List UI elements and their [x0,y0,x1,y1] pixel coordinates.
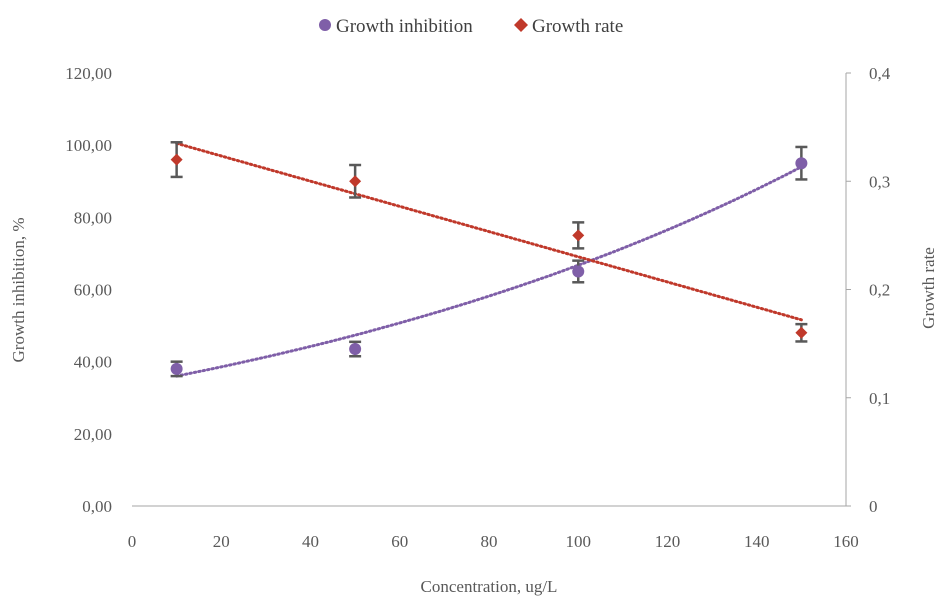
x-tick-label: 0 [128,532,137,551]
y-right-tick-label: 0,4 [869,64,891,83]
axes [132,72,851,507]
point-growth-rate [795,326,808,339]
point-growth-inhibition [349,343,362,356]
x-tick-label: 60 [391,532,408,551]
y-left-tick-label: 80,00 [74,208,112,227]
y-left-tick-label: 20,00 [74,425,112,444]
y-right-tick-label: 0,1 [869,389,890,408]
y-right-tick-label: 0 [869,497,878,516]
trendline-growth-inhibition [175,165,803,378]
y-axis-right-title: Growth rate [919,247,938,329]
data-markers [170,153,808,375]
x-tick-label: 20 [213,532,230,551]
point-growth-rate [572,229,585,242]
y-right-tick-label: 0,2 [869,281,890,300]
x-tick-label: 80 [481,532,498,551]
legend: Growth inhibition Growth rate [319,16,623,37]
legend-label-growth-inhibition: Growth inhibition [336,16,473,37]
x-axis-title: Concentration, ug/L [421,577,558,596]
x-tick-label: 100 [566,532,592,551]
error-bars [170,141,808,378]
y-axis-left-title: Growth inhibition, % [9,218,28,363]
x-tick-label: 120 [655,532,681,551]
x-tick-label: 160 [833,532,859,551]
point-growth-rate [349,175,362,188]
point-growth-inhibition [170,362,183,375]
legend-label-growth-rate: Growth rate [532,16,623,37]
trendlines [175,141,803,378]
point-growth-inhibition [795,157,808,170]
point-growth-inhibition [572,265,585,278]
y-left-tick-label: 40,00 [74,353,112,372]
y-left-tick-label: 120,00 [65,64,112,83]
point-growth-rate [170,153,183,166]
legend-marker-growth-inhibition [319,19,331,31]
x-tick-label: 140 [744,532,770,551]
trendline-growth-rate [175,141,803,322]
legend-marker-growth-rate [514,18,528,32]
y-left-tick-label: 0,00 [82,497,112,516]
x-tick-label: 40 [302,532,319,551]
tick-labels: 0 20 40 60 80 100 120 140 160 0,00 20,00 40,00 60,00… [65,64,891,551]
y-right-tick-label: 0,3 [869,172,890,191]
y-left-tick-label: 60,00 [74,281,112,300]
y-left-tick-label: 100,00 [65,136,112,155]
